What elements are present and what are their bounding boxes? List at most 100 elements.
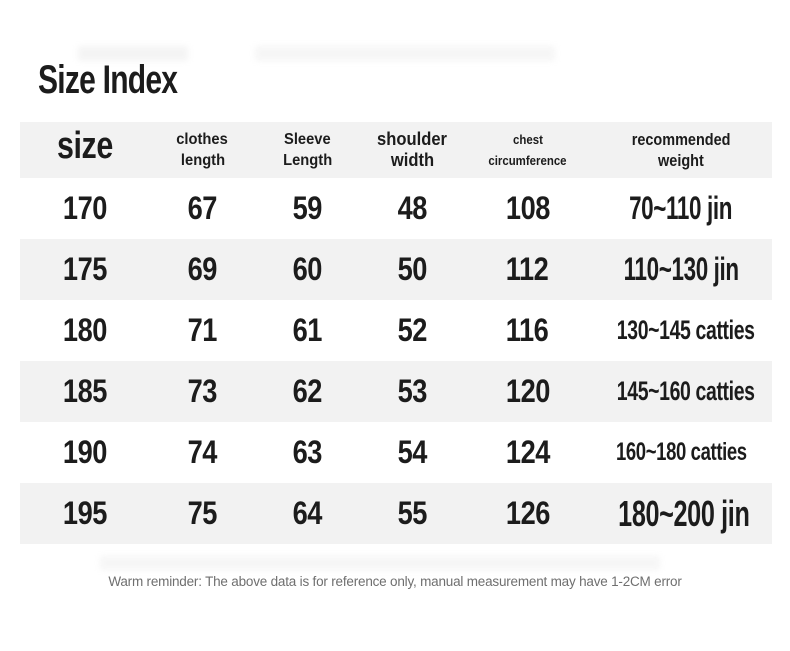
table-row-180: 180 71 61 52 116 130~145 catties	[20, 300, 772, 361]
cell-value: 124	[505, 434, 550, 470]
header-cell-size: size	[20, 125, 150, 167]
cell-sleeve-length: 60	[255, 251, 360, 288]
cell-recommended-weight: 145~160 catties	[590, 376, 772, 407]
cell-chest-circumference: 124	[465, 434, 590, 471]
table-row-185: 185 73 62 53 120 145~160 catties	[20, 361, 772, 422]
watermark-smudge	[78, 46, 188, 61]
cell-value: 126	[505, 495, 550, 531]
cell-value: 195	[62, 495, 108, 531]
cell-value: 50	[397, 251, 428, 287]
cell-sleeve-length: 59	[255, 190, 360, 227]
cell-value: 62	[292, 373, 323, 409]
header-label-line1: recommended	[631, 130, 731, 149]
header-label-line1: Sleeve	[284, 131, 331, 148]
cell-value: 67	[187, 190, 218, 226]
cell-value: 170	[62, 190, 108, 226]
header-cell-chest-circumference: chest circumference	[465, 129, 590, 171]
cell-value: 145~160 catties	[616, 376, 755, 406]
header-label-line2: Length	[282, 152, 333, 169]
cell-recommended-weight: 180~200 jin	[590, 493, 772, 535]
cell-value: 108	[505, 190, 550, 226]
cell-recommended-weight: 160~180 catties	[590, 438, 772, 467]
cell-shoulder-width: 55	[360, 495, 465, 532]
cell-size: 170	[20, 190, 150, 227]
cell-value: 52	[397, 312, 428, 348]
cell-value: 59	[292, 190, 323, 226]
cell-recommended-weight: 70~110 jin	[590, 190, 772, 227]
cell-size: 180	[20, 312, 150, 349]
cell-chest-circumference: 112	[465, 251, 590, 288]
cell-value: 48	[397, 190, 428, 226]
cell-shoulder-width: 54	[360, 434, 465, 471]
footer-note: Warm reminder: The above data is for ref…	[108, 574, 682, 589]
header-label-line2: weight	[658, 151, 704, 170]
cell-recommended-weight: 110~130 jin	[590, 251, 772, 288]
cell-value: 69	[187, 251, 218, 287]
cell-recommended-weight: 130~145 catties	[590, 315, 772, 346]
cell-sleeve-length: 61	[255, 312, 360, 349]
cell-size: 195	[20, 495, 150, 532]
table-row-190: 190 74 63 54 124 160~180 catties	[20, 422, 772, 483]
header-label-line1: clothes	[176, 131, 229, 148]
cell-size: 185	[20, 373, 150, 410]
cell-clothes-length: 69	[150, 251, 255, 288]
page-title: Size Index	[38, 58, 178, 102]
cell-value: 64	[292, 495, 323, 531]
cell-clothes-length: 75	[150, 495, 255, 532]
cell-value: 180	[62, 312, 108, 348]
cell-value: 74	[187, 434, 218, 470]
cell-value: 70~110 jin	[629, 190, 733, 226]
header-label-line1: chest	[512, 132, 543, 147]
cell-value: 53	[397, 373, 428, 409]
watermark-smudge	[255, 46, 555, 61]
cell-sleeve-length: 62	[255, 373, 360, 410]
header-cell-recommended-weight: recommended weight	[590, 129, 772, 171]
cell-value: 190	[62, 434, 108, 470]
table-row-195: 195 75 64 55 126 180~200 jin	[20, 483, 772, 544]
cell-shoulder-width: 48	[360, 190, 465, 227]
cell-value: 130~145 catties	[616, 315, 755, 345]
cell-value: 180~200 jin	[618, 492, 750, 534]
cell-sleeve-length: 63	[255, 434, 360, 471]
cell-shoulder-width: 50	[360, 251, 465, 288]
table-header-row: size clothes length Sleeve Length should…	[20, 122, 772, 178]
cell-clothes-length: 73	[150, 373, 255, 410]
cell-value: 60	[292, 251, 323, 287]
header-cell-shoulder-width: shoulder width	[360, 129, 465, 171]
cell-value: 61	[292, 312, 323, 348]
header-label: size	[57, 125, 113, 167]
cell-size: 175	[20, 251, 150, 288]
cell-shoulder-width: 52	[360, 312, 465, 349]
cell-chest-circumference: 108	[465, 190, 590, 227]
cell-value: 55	[397, 495, 428, 531]
cell-value: 54	[397, 434, 428, 470]
header-cell-clothes-length: clothes length	[150, 129, 255, 171]
watermark-smudge	[100, 556, 660, 570]
cell-value: 110~130 jin	[623, 251, 739, 287]
cell-value: 175	[62, 251, 108, 287]
cell-chest-circumference: 126	[465, 495, 590, 532]
cell-sleeve-length: 64	[255, 495, 360, 532]
cell-shoulder-width: 53	[360, 373, 465, 410]
cell-value: 63	[292, 434, 323, 470]
header-label-line1: shoulder	[377, 129, 448, 149]
cell-value: 116	[506, 312, 549, 348]
cell-chest-circumference: 120	[465, 373, 590, 410]
cell-value: 73	[187, 373, 218, 409]
cell-value: 120	[505, 373, 550, 409]
header-label-line2: length	[180, 152, 225, 169]
table-row-175: 175 69 60 50 112 110~130 jin	[20, 239, 772, 300]
cell-value: 185	[62, 373, 108, 409]
cell-value: 75	[187, 495, 218, 531]
cell-clothes-length: 67	[150, 190, 255, 227]
header-cell-sleeve-length: Sleeve Length	[255, 129, 360, 171]
cell-value: 71	[187, 312, 218, 348]
header-label-line2: width	[390, 150, 435, 170]
size-table: size clothes length Sleeve Length should…	[20, 122, 772, 544]
cell-value: 160~180 catties	[615, 438, 747, 466]
cell-chest-circumference: 116	[465, 312, 590, 349]
cell-clothes-length: 71	[150, 312, 255, 349]
table-row-170: 170 67 59 48 108 70~110 jin	[20, 178, 772, 239]
cell-value: 112	[506, 251, 549, 287]
